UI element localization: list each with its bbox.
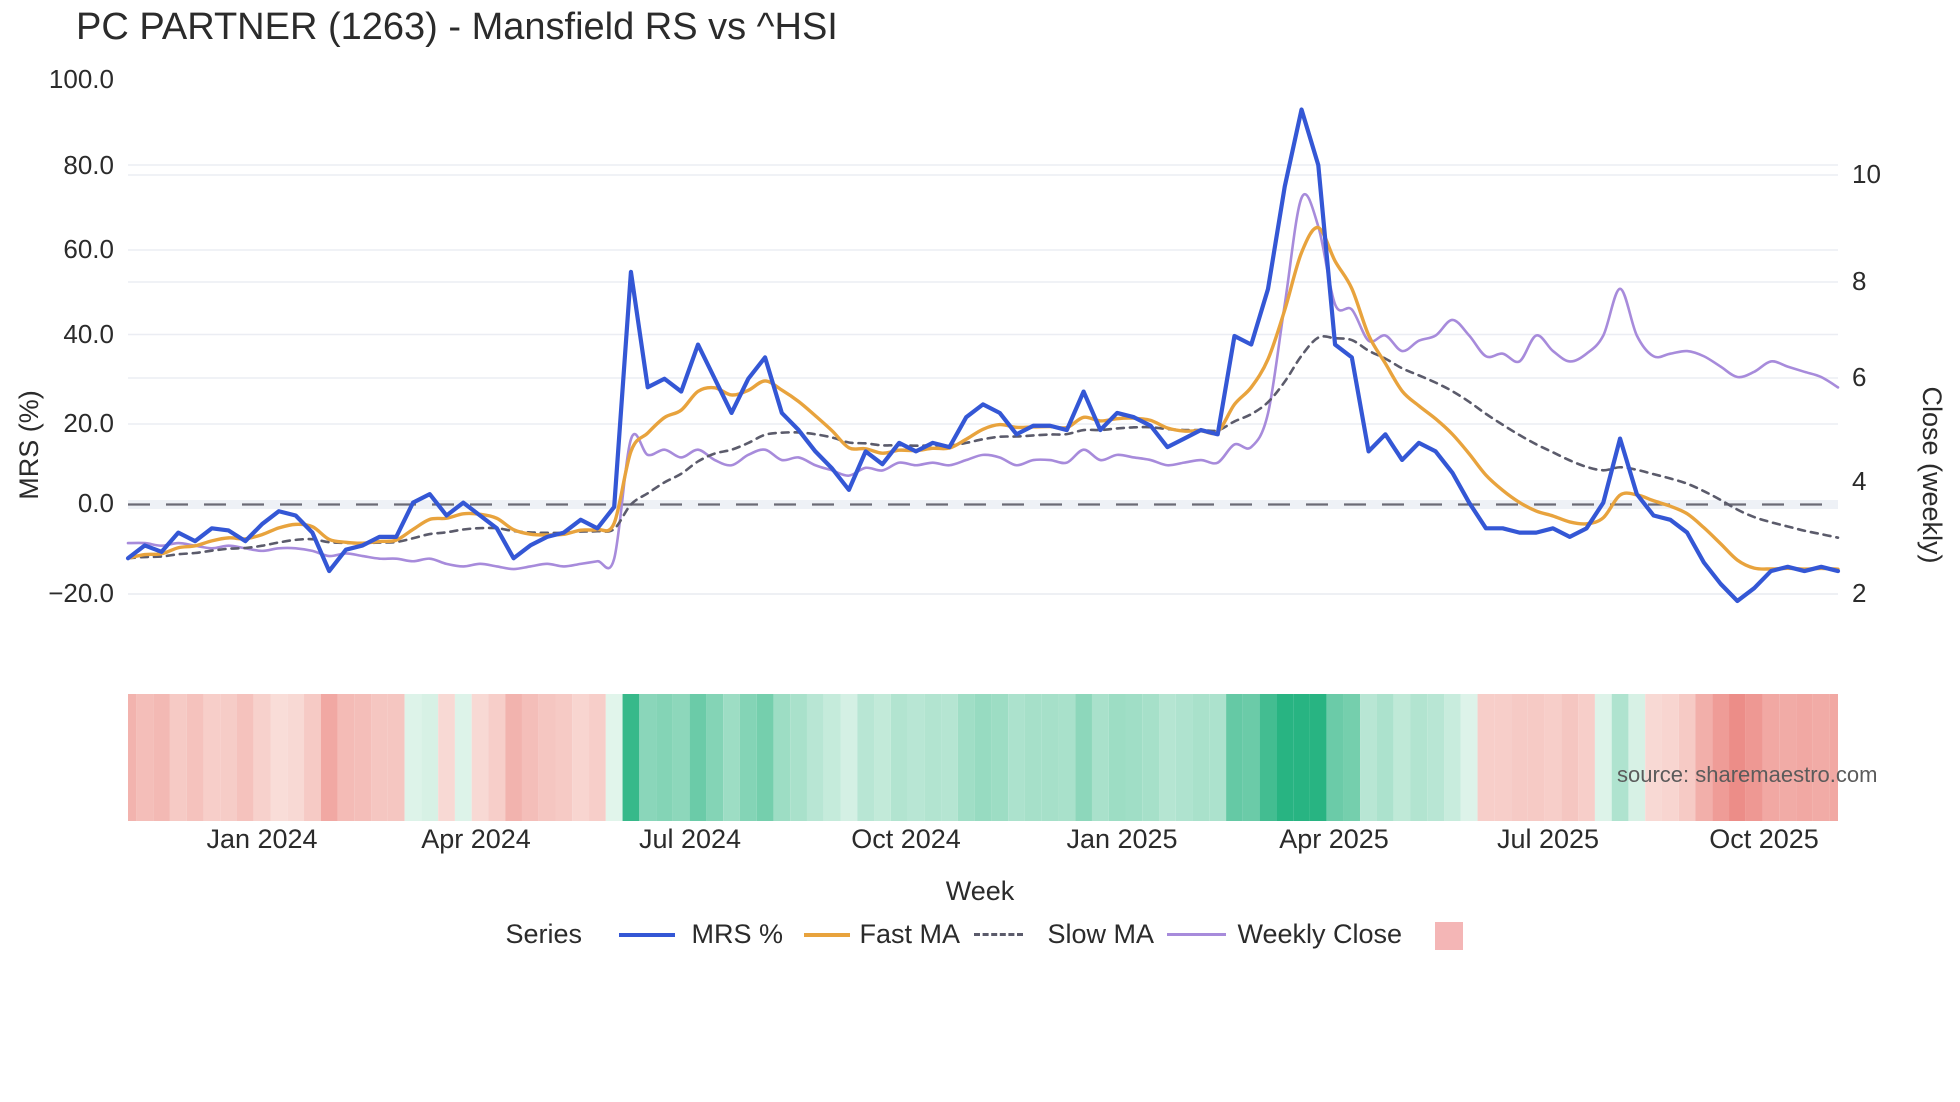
svg-text:40.0: 40.0 (63, 319, 114, 349)
svg-text:6: 6 (1852, 362, 1866, 392)
svg-text:Jul 2024: Jul 2024 (639, 824, 741, 854)
svg-text:20.0: 20.0 (63, 408, 114, 438)
svg-text:2: 2 (1852, 578, 1866, 608)
svg-text:8: 8 (1852, 266, 1866, 296)
svg-text:Apr 2025: Apr 2025 (1279, 824, 1389, 854)
svg-text:4: 4 (1852, 466, 1866, 496)
svg-text:Apr 2024: Apr 2024 (421, 824, 531, 854)
svg-text:80.0: 80.0 (63, 150, 114, 180)
svg-text:Jan 2024: Jan 2024 (206, 824, 317, 854)
svg-text:Jul 2025: Jul 2025 (1497, 824, 1599, 854)
svg-text:60.0: 60.0 (63, 234, 114, 264)
svg-text:Oct 2024: Oct 2024 (851, 824, 961, 854)
svg-text:10: 10 (1852, 159, 1881, 189)
svg-text:−20.0: −20.0 (48, 578, 114, 608)
svg-text:0.0: 0.0 (78, 488, 114, 518)
svg-text:Oct 2025: Oct 2025 (1709, 824, 1819, 854)
svg-text:Close (weekly): Close (weekly) (1917, 386, 1947, 563)
svg-text:100.0: 100.0 (49, 64, 114, 94)
svg-text:Jan 2025: Jan 2025 (1066, 824, 1177, 854)
svg-text:MRS (%): MRS (%) (14, 390, 44, 500)
